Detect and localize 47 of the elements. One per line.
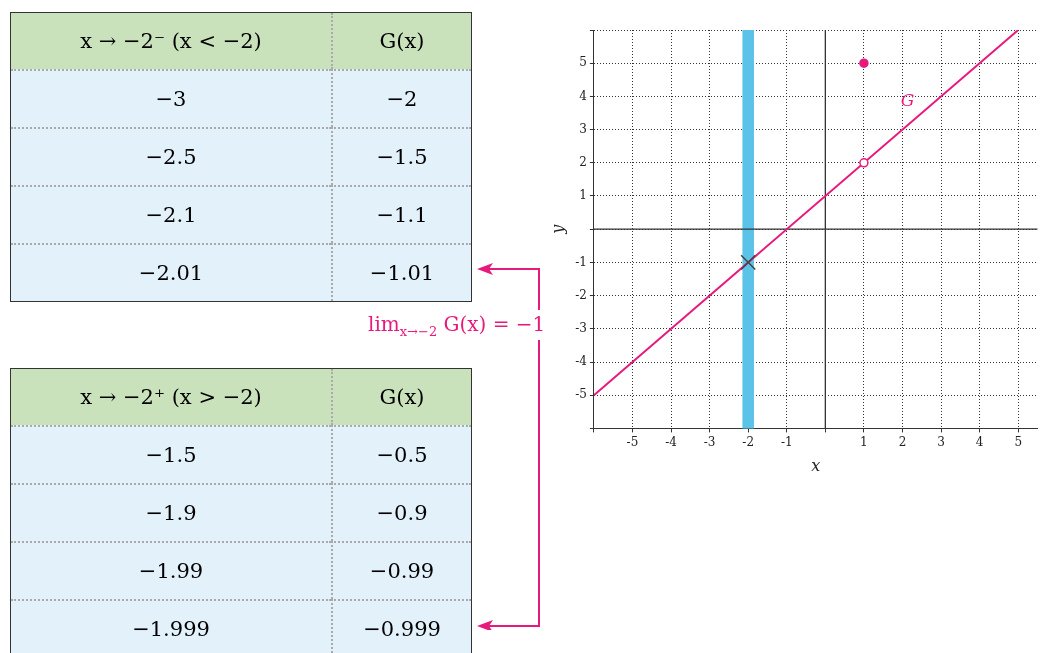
point <box>859 58 869 68</box>
category-label: G(x) <box>331 13 471 69</box>
category-label: x → −2⁻ (x < −2) <box>11 13 331 69</box>
text: −1.5 <box>331 127 471 185</box>
text: −0.9 <box>331 483 471 541</box>
text: −0.5 <box>331 425 471 483</box>
x-tick-label: -4 <box>665 434 678 449</box>
x-tick-label: 1 <box>860 434 868 449</box>
y-axis-title: y <box>547 223 567 235</box>
y-tick-label: -4 <box>575 354 588 369</box>
y-tick-label: 3 <box>579 121 587 136</box>
text: −2.01 <box>11 243 331 301</box>
x-tick-label: 5 <box>1014 434 1023 449</box>
x-tick-label: 4 <box>975 434 984 449</box>
x-tick-label: -2 <box>742 434 755 449</box>
text: −3 <box>11 69 331 127</box>
category-label: x → −2⁺ (x > −2) <box>11 369 331 425</box>
x-tick-label: -5 <box>626 434 639 449</box>
y-tick-label: 2 <box>579 154 587 169</box>
text: −1.999 <box>11 599 331 653</box>
y-tick-label: -2 <box>575 287 587 302</box>
x-tick-label: 3 <box>937 434 945 449</box>
text: −1.99 <box>11 541 331 599</box>
point <box>859 158 869 168</box>
x-axis-title: x <box>811 455 821 475</box>
series-label: G <box>900 90 915 111</box>
y-tick-label: -1 <box>575 254 587 269</box>
y-tick-label: -3 <box>575 320 587 335</box>
x-tick-label: -3 <box>703 434 716 449</box>
text: −2.5 <box>11 127 331 185</box>
x-tick-label: 2 <box>898 434 907 449</box>
y-tick-label: 1 <box>579 188 587 203</box>
text: −1.9 <box>11 483 331 541</box>
category-label: G(x) <box>331 369 471 425</box>
x-tick-label: -1 <box>780 434 793 449</box>
text: −1.5 <box>11 425 331 483</box>
y-tick-label: 4 <box>579 88 588 103</box>
text: lim$_{x→−2}$ G(x) = −1 <box>368 312 546 339</box>
text: −2.1 <box>11 185 331 243</box>
point <box>740 254 757 271</box>
text: −1.1 <box>331 185 471 243</box>
y-tick-label: 5 <box>579 55 587 70</box>
y-tick-label: -5 <box>575 387 587 402</box>
text: −0.99 <box>331 541 471 599</box>
text: −0.999 <box>331 599 471 653</box>
text: −1.01 <box>331 243 471 301</box>
text: −2 <box>331 69 471 127</box>
